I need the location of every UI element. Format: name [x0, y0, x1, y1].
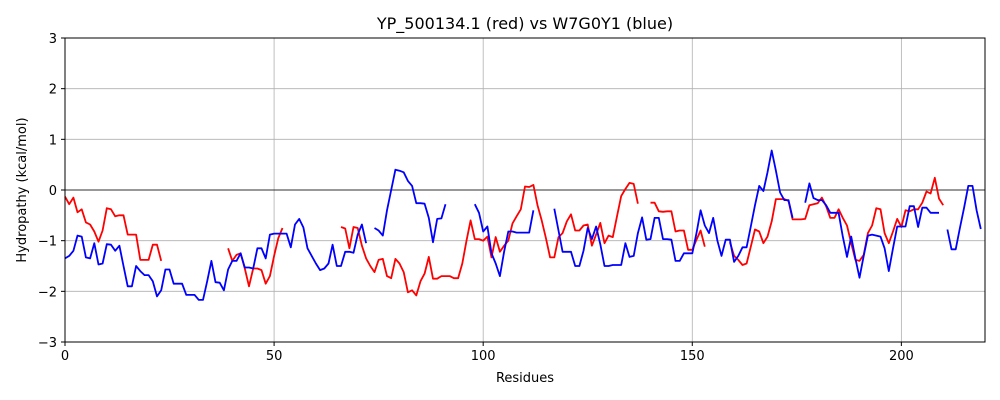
- y-tick-label: 3: [49, 32, 57, 47]
- blue-series-segment: [473, 203, 535, 278]
- y-axis-label: Hydropathy (kcal/mol): [15, 117, 30, 262]
- blue-series-segment: [804, 182, 939, 279]
- blue-series-segment: [553, 149, 794, 267]
- y-tick-label: −3: [38, 336, 57, 351]
- y-tick-label: 2: [49, 83, 57, 98]
- y-tick-label: 0: [49, 184, 57, 199]
- red-series-segment: [227, 227, 284, 288]
- red-series-segment: [64, 196, 163, 262]
- y-tick-label: 1: [49, 133, 57, 148]
- red-series-segment: [650, 201, 706, 251]
- y-tick-label: −2: [38, 285, 57, 300]
- series-lines: [64, 149, 982, 301]
- blue-series-segment: [946, 184, 982, 251]
- x-axis-label: Residues: [496, 371, 554, 386]
- x-tick-label: 0: [61, 349, 69, 364]
- chart-title: YP_500134.1 (red) vs W7G0Y1 (blue): [376, 14, 673, 34]
- blue-series-segment: [64, 217, 367, 301]
- x-tick-label: 200: [889, 349, 914, 364]
- y-tick-label: −1: [38, 235, 57, 250]
- x-tick-label: 100: [471, 349, 496, 364]
- blue-series-segment: [374, 168, 447, 244]
- x-tick-label: 150: [680, 349, 705, 364]
- x-tick-label: 50: [266, 349, 283, 364]
- axis-ticks: 0 50 100 150 200 −3 −2 −1 0 1 2 3: [38, 32, 914, 364]
- red-series-segment: [729, 176, 944, 266]
